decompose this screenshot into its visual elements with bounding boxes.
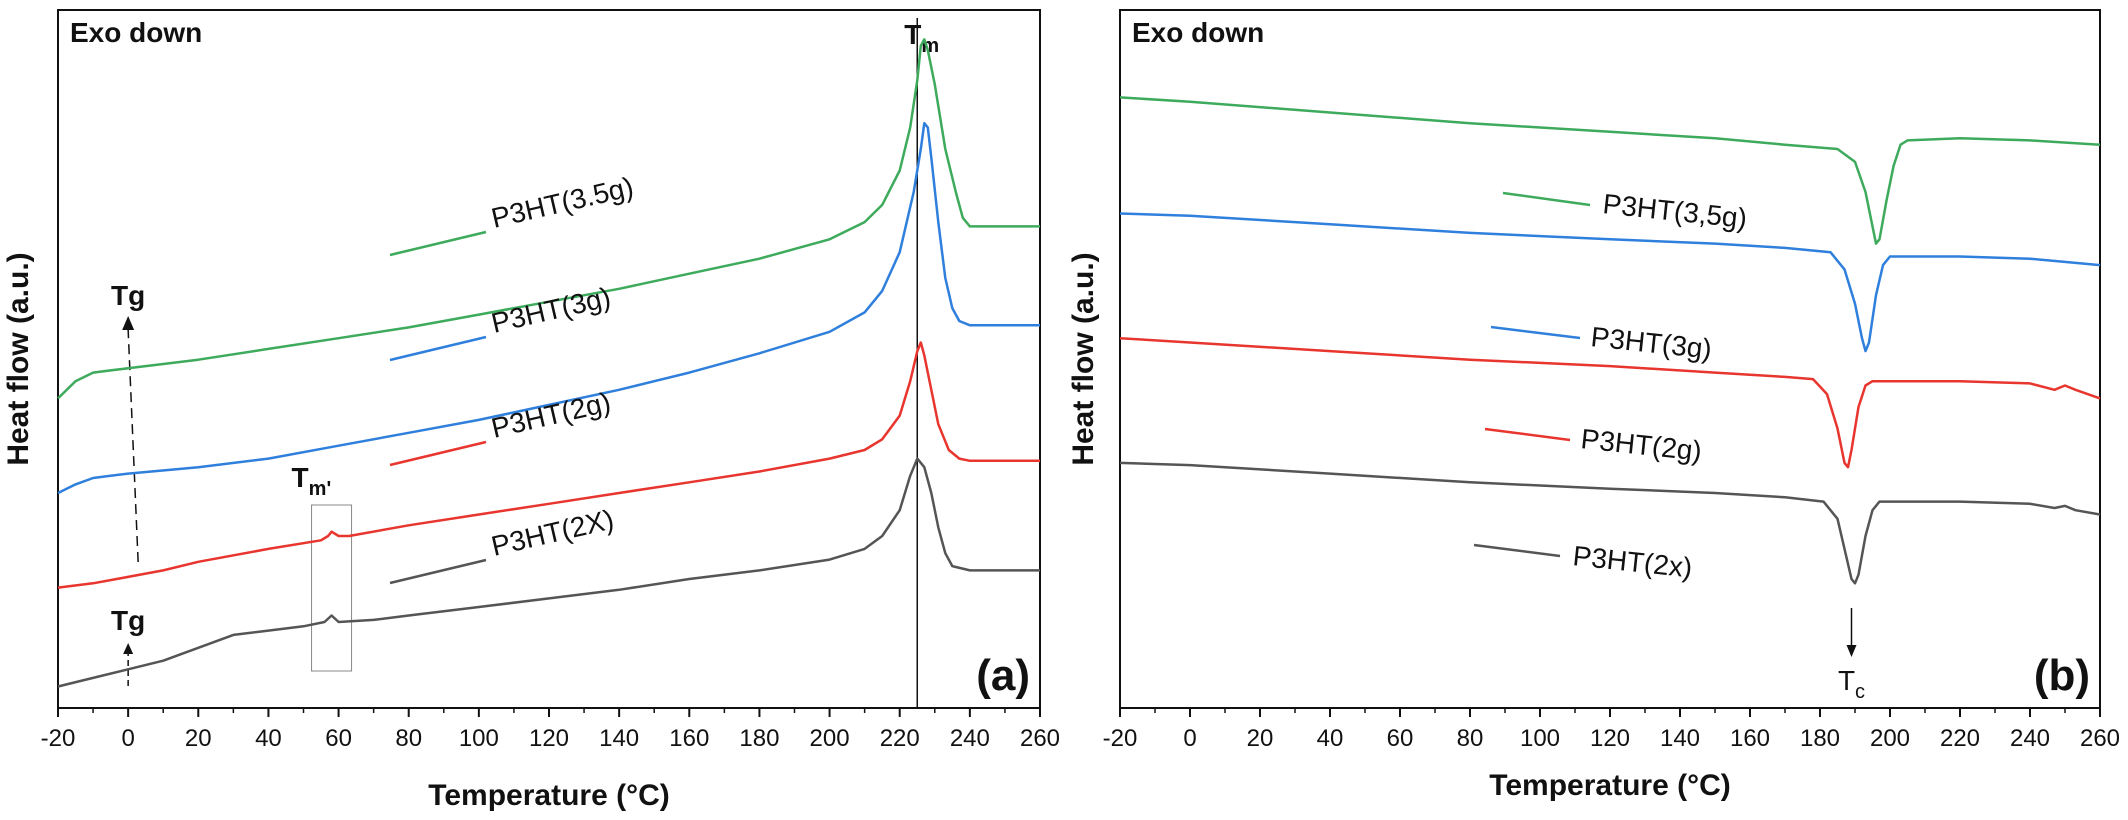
panel-b-exo-note: Exo down: [1132, 17, 1264, 48]
x-tick-label: 200: [810, 725, 850, 752]
x-tick-label: 100: [459, 725, 499, 752]
tg-lower-label: Tg: [111, 605, 145, 636]
panel-a-label: (a): [976, 651, 1030, 700]
series-line-3: [1119, 461, 2101, 585]
series-line-0: [1119, 96, 2101, 245]
x-tick-label: 180: [739, 725, 779, 752]
x-tick-label: 120: [1590, 725, 1630, 752]
series-line-0: [57, 38, 1040, 400]
panel-b-x-ticks: -20 0 20 40 60 80 100 120 140 160 180 200 220 240 260: [1103, 708, 2120, 752]
panel-b-series: [1119, 96, 2101, 585]
x-tick-label: 140: [1660, 725, 1700, 752]
x-tick-label: 260: [2080, 725, 2120, 752]
panel-b-x-axis-title: Temperature (°C): [1489, 769, 1730, 802]
x-tick-label: 140: [599, 725, 639, 752]
panel-a-x-ticks: -20 0 20 40 60 80 100 120 140 160 180 200 220 240 260: [41, 708, 1060, 752]
x-tick-label: 40: [1317, 725, 1344, 752]
legend-label-2x: P3HT(2X): [488, 504, 616, 562]
legend-label-3-5g: P3HT(3,5g): [1601, 188, 1748, 234]
x-tick-label: 100: [1520, 725, 1560, 752]
tc-main: T: [1838, 665, 1855, 696]
legend-label-2x: P3HT(2x): [1571, 540, 1693, 583]
series-line-1: [1119, 212, 2101, 353]
tc-label: Tc: [1838, 665, 1865, 703]
x-tick-label: 80: [1457, 725, 1484, 752]
legend-line-2x: [389, 558, 487, 585]
panel-b-frame: [1119, 9, 2101, 709]
x-tick-label: 240: [950, 725, 990, 752]
legend-line-3g: [389, 335, 487, 362]
tm-prime-sub: m': [309, 478, 332, 500]
panel-a-markers: Tm Tm' Tg Tg: [111, 18, 939, 708]
legend-line-2g: [1484, 427, 1571, 442]
x-tick-label: -20: [41, 725, 76, 752]
series-line-2: [1119, 336, 2101, 469]
tg-upper-arrowhead: [122, 316, 135, 330]
legend-label-2g: P3HT(2g): [1579, 423, 1703, 467]
x-tick-label: 0: [1183, 725, 1196, 752]
tm-prime-label: Tm': [292, 462, 332, 500]
tm-label: Tm: [904, 19, 939, 57]
x-tick-label: 160: [669, 725, 709, 752]
tm-prime-main: T: [292, 462, 309, 493]
legend-label-3g: P3HT(3g): [488, 281, 613, 339]
x-tick-label: 200: [1870, 725, 1910, 752]
panel-a-legend: P3HT(3.5g) P3HT(3g) P3HT(2g) P3HT(2X): [389, 171, 636, 585]
x-tick-label: 220: [1940, 725, 1980, 752]
panel-b-label: (b): [2034, 651, 2090, 700]
tm-main: T: [904, 19, 921, 50]
panel-b-legend: P3HT(3,5g) P3HT(3g) P3HT(2g) P3HT(2x): [1473, 188, 1749, 583]
x-tick-label: 260: [1020, 725, 1060, 752]
x-tick-label: 120: [529, 725, 569, 752]
legend-line-3-5g: [1502, 191, 1591, 207]
legend-line-2g: [389, 440, 487, 467]
legend-label-3-5g: P3HT(3.5g): [488, 171, 636, 234]
x-tick-label: 160: [1730, 725, 1770, 752]
panel-a-x-axis-title: Temperature (°C): [428, 779, 669, 812]
panel-a: Exo down (a) Temperature (°C) Heat flow …: [2, 9, 1060, 812]
x-tick-label: 80: [395, 725, 422, 752]
panel-a-y-axis-title: Heat flow (a.u.): [2, 252, 35, 465]
x-tick-label: 240: [2010, 725, 2050, 752]
series-line-2: [57, 341, 1040, 589]
legend-line-3g: [1490, 325, 1581, 340]
x-tick-label: 60: [325, 725, 352, 752]
tc-sub: c: [1855, 681, 1865, 703]
x-tick-label: 20: [185, 725, 212, 752]
tc-arrowhead: [1846, 645, 1857, 657]
tm-prime-box: [311, 504, 353, 672]
x-tick-label: 220: [880, 725, 920, 752]
panel-a-series: [57, 38, 1040, 688]
x-tick-label: 20: [1247, 725, 1274, 752]
tg-upper-label: Tg: [111, 280, 145, 311]
series-line-1: [57, 121, 1040, 495]
x-tick-label: 40: [255, 725, 282, 752]
x-tick-label: -20: [1103, 725, 1138, 752]
x-tick-label: 60: [1387, 725, 1414, 752]
legend-line-3-5g: [389, 230, 487, 257]
x-tick-label: 0: [121, 725, 134, 752]
legend-label-3g: P3HT(3g): [1589, 321, 1713, 365]
tg-lower-arrowhead: [123, 643, 134, 654]
panel-a-exo-note: Exo down: [70, 17, 202, 48]
series-line-3: [57, 457, 1040, 688]
legend-label-2g: P3HT(2g): [488, 386, 613, 444]
legend-line-2x: [1473, 543, 1561, 558]
panel-b-y-axis-title: Heat flow (a.u.): [1067, 252, 1100, 465]
tg-upper-arrow: [127, 329, 139, 563]
panel-b: Exo down (b) Temperature (°C) Heat flow …: [1067, 9, 2120, 802]
panel-b-markers: Tc: [1838, 608, 1865, 703]
x-tick-label: 180: [1800, 725, 1840, 752]
